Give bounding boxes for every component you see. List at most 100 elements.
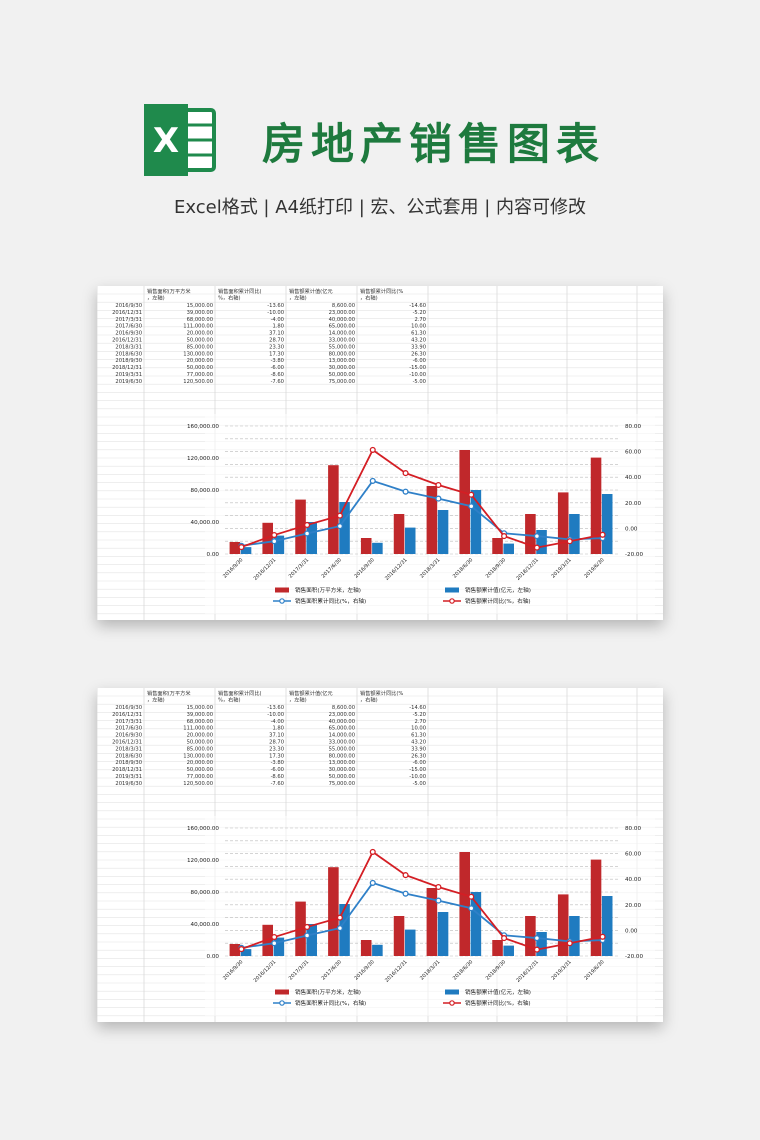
- table-cell: 50,000.00: [187, 365, 213, 371]
- table-cell: 50,000.00: [187, 767, 213, 773]
- table-cell: 2018/12/31: [112, 767, 142, 773]
- right-axis-tick-label: 40.00: [625, 475, 641, 481]
- table-cell: 130,000.00: [183, 351, 213, 357]
- table-cell: -8.60: [271, 372, 284, 378]
- table-header-cell: ，右轴): [360, 696, 378, 704]
- table-cell: 50,000.00: [329, 372, 355, 378]
- right-axis-tick-label: 60.00: [625, 450, 641, 456]
- bar: [328, 867, 339, 956]
- legend-swatch: [275, 587, 289, 593]
- left-axis-tick-label: 80,000.00: [191, 488, 220, 494]
- legend-marker: [279, 598, 285, 604]
- table-cell: -3.80: [271, 358, 284, 364]
- table-cell: 14,000.00: [329, 331, 355, 337]
- line-point: [402, 488, 409, 495]
- table-header-cell: 销售面积累计同比(: [218, 287, 262, 295]
- table-cell: 2018/3/31: [115, 746, 142, 752]
- table-cell: 13,000.00: [329, 358, 355, 364]
- table-cell: 80,000.00: [329, 753, 355, 759]
- table-cell: 23.30: [269, 344, 284, 350]
- table-cell: -5.00: [413, 781, 426, 787]
- table-cell: 10.00: [411, 324, 426, 330]
- table-cell: 120,500.00: [183, 379, 213, 385]
- right-axis-tick-label: 20.00: [625, 903, 641, 909]
- table-cell: 28.70: [269, 338, 284, 344]
- line-point: [435, 883, 442, 891]
- legend-label: 销售额累计值(亿元，左轴): [465, 586, 531, 594]
- table-cell: -5.20: [413, 712, 426, 718]
- line-point: [501, 533, 508, 540]
- bar: [470, 892, 482, 956]
- bar: [229, 944, 241, 956]
- line-series-2: [238, 446, 606, 551]
- chart-legend: 销售面积(万平方米，左轴) 销售额累计值(亿元，左轴) 销售面积累计同比(%，右轴)…: [273, 586, 531, 605]
- table-header-cell: 销售面积(万平方米: [147, 689, 191, 697]
- bar: [492, 538, 503, 554]
- table-cell: -3.80: [271, 760, 284, 766]
- table-cell: 68,000.00: [187, 719, 213, 725]
- right-axis-tick-label: 80.00: [625, 424, 641, 430]
- bar: [360, 940, 372, 956]
- bar: [393, 514, 405, 554]
- table-cell: 77,000.00: [187, 372, 213, 378]
- line-series-2: [238, 848, 606, 953]
- table-cell: 2.70: [414, 719, 426, 725]
- table-cell: 39,000.00: [187, 310, 213, 316]
- bar: [404, 929, 416, 956]
- left-axis-tick-label: 40,000.00: [191, 922, 220, 928]
- legend-marker: [449, 598, 455, 604]
- table-cell: 40,000.00: [329, 317, 355, 323]
- legend-label: 销售面积(万平方米，左轴): [295, 988, 361, 996]
- table-header-cell: ，右轴): [360, 294, 378, 302]
- bar: [492, 940, 503, 956]
- bar: [339, 502, 350, 554]
- bar: [339, 904, 350, 956]
- table-cell: 33.90: [411, 344, 426, 350]
- bar: [525, 514, 536, 554]
- table-cell: 33.90: [411, 746, 426, 752]
- table-header-cell: 销售额累计同比(%: [360, 689, 403, 697]
- bar: [437, 510, 449, 554]
- left-axis-tick-label: 120,000.00: [187, 858, 219, 864]
- line-point: [238, 946, 245, 953]
- table-cell: -7.60: [271, 379, 284, 385]
- left-axis-tick-label: 0.00: [207, 954, 220, 960]
- table-cell: 50,000.00: [329, 774, 355, 780]
- bar: [601, 896, 613, 956]
- table-cell: 13,000.00: [329, 760, 355, 766]
- bar: [360, 538, 372, 554]
- line-point: [369, 477, 376, 484]
- line-point: [369, 446, 376, 453]
- line-point: [533, 935, 540, 942]
- table-cell: 23,000.00: [329, 310, 355, 316]
- table-cell: 17.30: [269, 753, 284, 759]
- table-cell: 80,000.00: [329, 351, 355, 357]
- table-cell: 15,000.00: [187, 705, 213, 711]
- table-cell: -4.00: [271, 719, 284, 725]
- line-point: [533, 544, 540, 551]
- table-cell: 20,000.00: [187, 358, 213, 364]
- table-cell: 2016/9/30: [115, 303, 142, 309]
- table-cell: 2.70: [414, 317, 426, 323]
- left-axis-tick-label: 80,000.00: [191, 890, 220, 896]
- line-point: [271, 538, 278, 545]
- bar: [437, 912, 449, 956]
- line-point: [336, 512, 343, 519]
- line-point: [369, 848, 376, 855]
- bar: [590, 457, 602, 554]
- table-cell: 61.30: [411, 331, 426, 337]
- legend-swatch: [275, 989, 289, 995]
- table-cell: 50,000.00: [187, 338, 213, 344]
- chart-legend: 销售面积(万平方米，左轴) 销售额累计值(亿元，左轴) 销售面积累计同比(%，右轴)…: [273, 988, 531, 1007]
- table-header-cell: ，左轴): [147, 696, 165, 704]
- line-point: [304, 530, 311, 537]
- table-cell: -6.00: [271, 365, 284, 371]
- table-cell: -6.00: [271, 767, 284, 773]
- table-cell: 2016/12/31: [112, 712, 142, 718]
- bar: [503, 543, 514, 554]
- table-cell: 30,000.00: [329, 767, 355, 773]
- table-cell: 2019/3/31: [115, 372, 142, 378]
- right-axis-tick-label: 20.00: [625, 501, 641, 507]
- table-cell: 2017/3/31: [115, 317, 142, 323]
- table-header-cell: 销售额累计值(亿元: [289, 689, 333, 697]
